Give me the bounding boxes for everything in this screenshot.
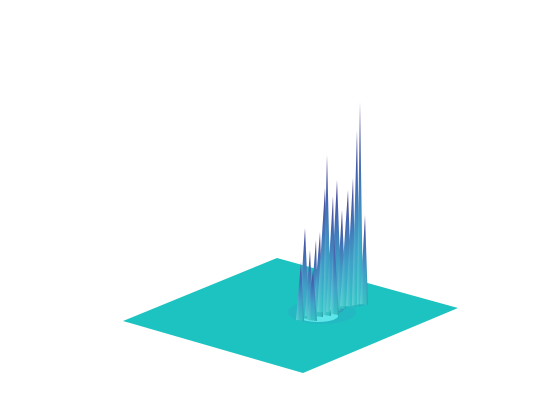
surface-peaks <box>296 102 368 321</box>
surface-peak-shading <box>357 102 363 305</box>
surface-peak-shading <box>331 236 339 315</box>
surface-peak-shading <box>360 215 368 305</box>
surface-peak-shading <box>296 262 304 321</box>
surface-peak-shading <box>307 270 317 321</box>
